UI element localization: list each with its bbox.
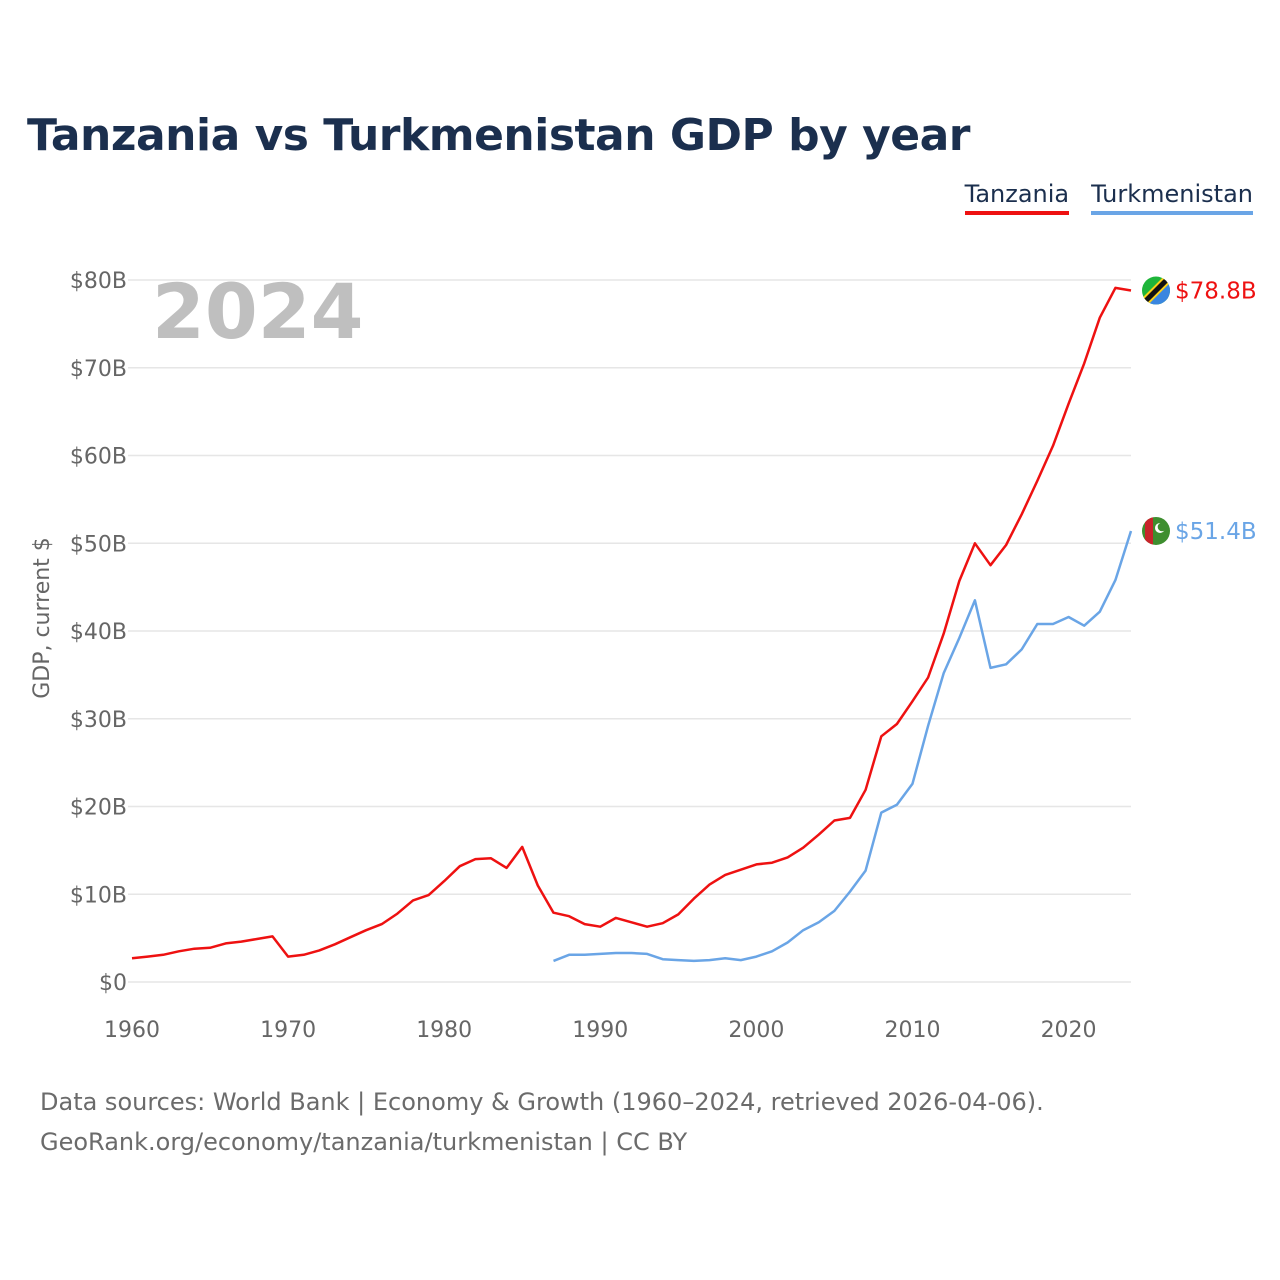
x-tick-label: 2020 (1041, 1018, 1097, 1043)
y-tick-label: $80B (70, 269, 127, 294)
turkmenistan-flag-icon (1142, 516, 1170, 545)
x-tick-label: 1970 (260, 1018, 316, 1043)
attribution-link[interactable]: GeoRank.org/economy/tanzania/turkmenista… (40, 1128, 688, 1156)
current-year-label: 2024 (152, 267, 364, 356)
series-line-turkmenistan[interactable] (553, 530, 1133, 963)
x-tick-labels: 1960 1970 1980 1990 2000 2010 2020 (104, 1018, 1097, 1043)
legend-item-tanzania[interactable]: Tanzania (964, 180, 1070, 215)
y-tick-labels: $0 $10B $20B $30B $40B $50B $60B $70B $80B (70, 269, 127, 996)
series-lines (131, 286, 1133, 963)
x-tick-label: 2010 (884, 1018, 940, 1043)
gridlines (128, 279, 1131, 983)
turkmenistan-end-value-label: $51.4B (1175, 519, 1257, 545)
x-tick-label: 1960 (104, 1018, 160, 1043)
y-axis-label: GDP, current $ (30, 537, 55, 699)
tanzania-flag-icon (1142, 276, 1170, 305)
y-tick-label: $20B (70, 796, 127, 821)
x-tick-label: 1980 (416, 1018, 472, 1043)
legend: Tanzania Turkmenistan (964, 180, 1253, 215)
series-line-tanzania[interactable] (131, 286, 1132, 960)
chart-title: Tanzania vs Turkmenistan GDP by year (27, 110, 971, 161)
y-tick-label: $10B (70, 883, 127, 908)
y-tick-label: $60B (70, 445, 127, 470)
footer: Data sources: World Bank | Economy & Gro… (40, 1082, 1044, 1162)
end-markers: $78.8B $51.4B (1142, 276, 1257, 545)
y-tick-label: $30B (70, 708, 127, 733)
x-tick-label: 2000 (728, 1018, 784, 1043)
y-tick-label: $50B (70, 532, 127, 557)
y-tick-label: $40B (70, 620, 127, 645)
y-tick-label: $70B (70, 357, 127, 382)
data-sources-text: Data sources: World Bank | Economy & Gro… (40, 1088, 1044, 1116)
tanzania-end-value-label: $78.8B (1175, 279, 1257, 305)
legend-item-turkmenistan[interactable]: Turkmenistan (1091, 180, 1253, 215)
x-tick-label: 1990 (572, 1018, 628, 1043)
y-tick-label: $0 (99, 971, 127, 996)
